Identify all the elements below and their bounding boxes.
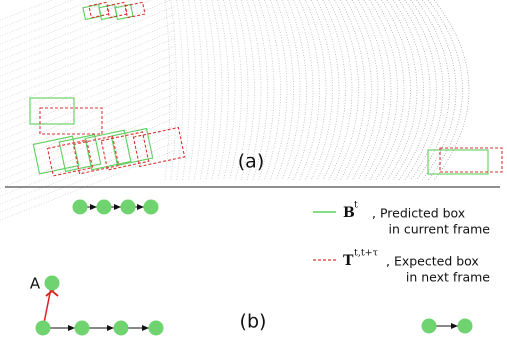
point-scan-line [364,0,391,180]
point-scan-line [194,0,202,180]
figure: (a) A (b) B t , Predicted box in current… [0,0,507,347]
legend-text: in next frame [406,270,490,285]
point-scan-line [0,94,175,164]
point-scan-line [270,0,287,180]
point-scan-line [311,0,332,180]
panel-label: (b) [240,311,267,333]
point-scan-line [305,0,326,180]
point-scan-line [0,14,175,84]
node [36,321,51,336]
node [458,319,473,334]
point-scan-line [300,0,320,180]
point-scan-line [335,0,359,180]
predicted-box [428,150,488,174]
legend-text: , Expected box [386,254,479,269]
point-scan-line [188,0,196,180]
point-scan-line [0,70,175,140]
point-scan-line [341,0,366,180]
point-scan-line [358,0,384,180]
node [73,200,88,215]
point-scan-line [0,30,175,100]
node [114,321,129,336]
node-chain [422,319,473,334]
node-label: A [30,275,41,293]
point-scan-line [200,0,209,180]
node [121,200,136,215]
panel-label: (a) [238,151,264,173]
node [149,321,164,336]
point-scan-line [0,46,175,116]
point-scan-line [0,0,175,60]
legend: B t , Predicted box in current frame T t… [313,200,490,285]
point-scan-line [317,0,339,180]
point-scan-line [224,0,236,180]
point-scan-line [0,110,175,180]
node-chain: A [30,275,164,336]
legend-superscript: t,t+τ [354,248,378,259]
node [422,319,437,334]
boxes [30,2,502,176]
expected-box [440,148,502,172]
point-scan-line [405,0,437,180]
point-scan-line [0,134,175,204]
point-scan-line [0,54,175,124]
figure-canvas: (a) A (b) B t , Predicted box in current… [0,0,507,347]
node [144,200,159,215]
point-scan-line [387,0,417,180]
point-scan-line [0,0,175,28]
point-scan-line [370,0,398,180]
point-scan-line [0,38,175,108]
point-scan-line [399,0,430,180]
node [97,200,112,215]
point-scan-line [0,118,175,188]
node [45,276,60,291]
point-scan-line [0,62,175,132]
node-chain [73,200,159,215]
point-scan-line [218,0,229,180]
predicted-box [33,136,78,174]
point-scan-line [177,0,183,180]
point-scan-line [376,0,404,180]
point-scan-line [165,0,170,180]
point-scan-line [264,0,280,180]
legend-symbol: T [343,253,354,269]
point-scan-line [411,0,443,180]
point-scan-line [212,0,222,180]
legend-text: , Predicted box [372,206,465,221]
legend-superscript: t [354,200,358,211]
point-scan-line [329,0,352,180]
point-scan-line [0,22,175,92]
point-scan-line [0,6,175,76]
point-scan-line [417,0,450,180]
point-scan-line [381,0,410,180]
point-scan-line [346,0,371,180]
legend-text: in current frame [388,222,490,237]
point-scan-line [323,0,346,180]
point-scan-line [206,0,216,180]
point-scan-line [393,0,423,180]
point-scan-line [171,0,177,180]
node [75,321,90,336]
